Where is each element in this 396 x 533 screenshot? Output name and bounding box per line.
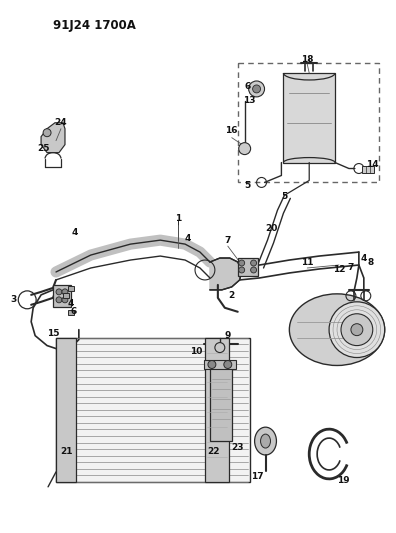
- Polygon shape: [41, 123, 65, 152]
- Circle shape: [56, 297, 62, 303]
- Circle shape: [239, 143, 251, 155]
- Text: 5: 5: [281, 192, 287, 201]
- Circle shape: [215, 343, 225, 352]
- Circle shape: [62, 297, 68, 303]
- Circle shape: [329, 302, 385, 358]
- Text: 13: 13: [244, 96, 256, 106]
- Bar: [204, 360, 236, 369]
- Text: 7: 7: [225, 236, 231, 245]
- Text: 15: 15: [47, 329, 59, 338]
- Text: 3: 3: [10, 295, 16, 304]
- Text: 25: 25: [37, 144, 50, 153]
- Bar: [68, 286, 74, 291]
- Circle shape: [208, 360, 216, 368]
- Circle shape: [251, 260, 257, 266]
- Circle shape: [62, 289, 68, 295]
- Text: 11: 11: [301, 257, 314, 266]
- Circle shape: [239, 267, 245, 273]
- Text: 16: 16: [225, 126, 238, 135]
- Bar: [238, 258, 257, 276]
- Text: 23: 23: [232, 442, 244, 451]
- Text: 8: 8: [367, 257, 374, 266]
- Bar: [68, 310, 74, 315]
- Ellipse shape: [289, 294, 385, 366]
- Text: 18: 18: [301, 54, 314, 63]
- Text: 20: 20: [265, 224, 278, 233]
- Text: 1: 1: [175, 214, 181, 223]
- Text: 7: 7: [348, 263, 354, 272]
- Circle shape: [351, 324, 363, 336]
- Text: 2: 2: [228, 292, 235, 301]
- Circle shape: [43, 129, 51, 136]
- Text: 10: 10: [190, 347, 202, 356]
- Circle shape: [56, 289, 62, 295]
- Bar: [56, 337, 249, 482]
- Text: 6: 6: [71, 307, 77, 316]
- Circle shape: [253, 85, 261, 93]
- Text: 17: 17: [251, 472, 264, 481]
- Ellipse shape: [261, 434, 270, 448]
- Bar: [53, 285, 71, 307]
- Bar: [56, 337, 76, 482]
- Bar: [210, 361, 232, 441]
- Circle shape: [251, 267, 257, 273]
- Text: 19: 19: [337, 477, 349, 486]
- Text: 91J24 1700A: 91J24 1700A: [53, 19, 136, 33]
- Circle shape: [239, 260, 245, 266]
- Circle shape: [249, 81, 265, 97]
- Text: 4: 4: [68, 300, 74, 308]
- Text: 6: 6: [244, 83, 251, 92]
- Bar: [238, 63, 379, 182]
- Ellipse shape: [255, 427, 276, 455]
- Polygon shape: [210, 258, 242, 290]
- Bar: [362, 166, 374, 173]
- Text: 24: 24: [55, 118, 67, 127]
- Text: 4: 4: [361, 254, 367, 263]
- Text: 4: 4: [185, 233, 191, 243]
- Text: 9: 9: [225, 331, 231, 340]
- Text: 5: 5: [244, 181, 251, 190]
- Text: 21: 21: [61, 447, 73, 456]
- Text: 14: 14: [366, 160, 379, 169]
- Bar: [63, 293, 69, 298]
- Text: 22: 22: [208, 447, 220, 456]
- Bar: [205, 337, 229, 482]
- Text: 12: 12: [333, 265, 345, 274]
- Text: 4: 4: [72, 228, 78, 237]
- Circle shape: [341, 314, 373, 345]
- Circle shape: [224, 360, 232, 368]
- Bar: [284, 73, 335, 163]
